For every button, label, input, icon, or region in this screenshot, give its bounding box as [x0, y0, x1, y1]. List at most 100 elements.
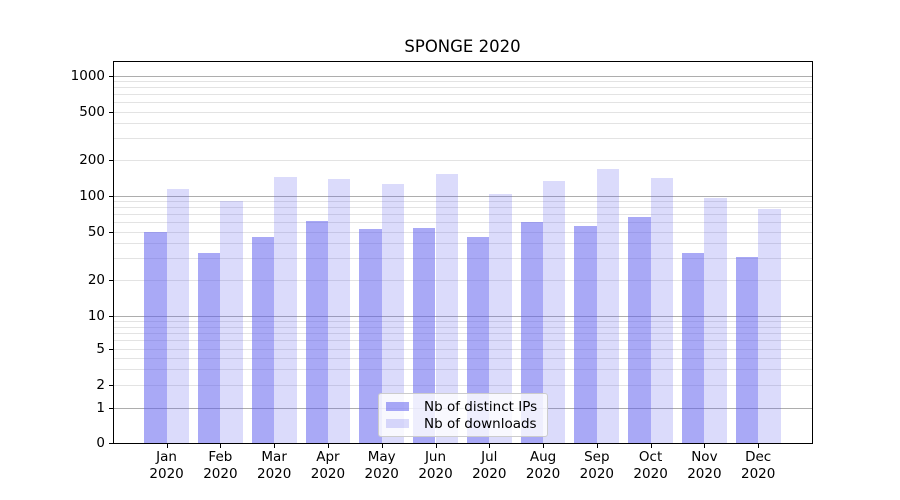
bar-distinct-ips-jan [144, 231, 167, 444]
y-tick-mark [109, 443, 113, 445]
bar-distinct-ips-feb [197, 253, 221, 444]
x-tick-mark [435, 444, 437, 448]
y-tick-mark [109, 111, 113, 113]
bar-downloads-dec [758, 208, 781, 444]
x-tick-label-mar: Mar 2020 [256, 449, 292, 482]
y-tick-mark [109, 159, 113, 161]
legend-item-distinct-ips: Nb of distinct IPs [386, 398, 547, 415]
y-tick-mark [109, 75, 113, 77]
plot-border [113, 61, 813, 444]
legend-label-distinct-ips: Nb of distinct IPs [424, 398, 538, 415]
x-tick-mark [274, 444, 276, 448]
x-tick-label-jul: Jul 2020 [472, 449, 507, 482]
y-tick-label-50: 50 [87, 223, 105, 240]
gridline-major-1000 [114, 75, 812, 77]
legend-label-downloads: Nb of downloads [424, 415, 537, 432]
gridline-minor-2 [114, 385, 812, 386]
bar-downloads-jan [166, 188, 189, 444]
chart-title: SPONGE 2020 [404, 37, 521, 56]
y-tick-mark [109, 231, 113, 233]
y-tick-mark [109, 349, 113, 351]
y-tick-label-500: 500 [79, 103, 105, 120]
bar-distinct-ips-apr [305, 221, 328, 444]
x-tick-label-aug: Aug 2020 [525, 449, 561, 482]
bar-distinct-ips-sep [574, 225, 597, 444]
x-tick-mark [327, 444, 329, 448]
legend-swatch-downloads [386, 419, 409, 428]
gridline-minor-600 [114, 102, 812, 104]
y-tick-mark [109, 279, 113, 281]
x-tick-mark [489, 444, 491, 448]
gridline-minor-60 [114, 222, 812, 224]
gridline-minor-4 [114, 357, 812, 359]
gridline-minor-400 [114, 123, 812, 125]
bar-distinct-ips-nov [682, 253, 705, 444]
x-tick-mark [758, 444, 760, 448]
gridline-minor-8 [114, 326, 812, 328]
bar-downloads-jul [489, 194, 512, 444]
x-tick-mark [381, 444, 383, 448]
bar-distinct-ips-jun [413, 227, 436, 444]
bar-downloads-oct [650, 177, 673, 444]
gridline-minor-20 [114, 279, 812, 281]
gridline-minor-700 [114, 94, 812, 96]
bar-downloads-aug [543, 180, 566, 444]
x-tick-label-nov: Nov 2020 [687, 449, 722, 482]
gridline-minor-7 [114, 332, 812, 334]
x-tick-label-dec: Dec 2020 [740, 449, 776, 482]
y-tick-label-2: 2 [96, 377, 105, 393]
bar-downloads-may [381, 183, 405, 444]
gridline-major-10 [114, 315, 812, 317]
x-tick-mark [704, 444, 706, 448]
legend: Nb of distinct IPs Nb of downloads [378, 393, 548, 437]
gridline-minor-80 [114, 207, 812, 209]
y-tick-label-1: 1 [96, 399, 105, 416]
gridline-minor-9 [114, 320, 812, 322]
y-tick-mark [109, 385, 113, 386]
x-tick-label-jun: Jun 2020 [418, 449, 453, 482]
y-tick-label-5: 5 [96, 341, 105, 358]
bar-downloads-nov [704, 198, 727, 444]
x-tick-label-oct: Oct 2020 [633, 449, 668, 482]
gridline-minor-800 [114, 87, 812, 89]
gridline-minor-5 [114, 349, 812, 351]
legend-swatch-distinct-ips [386, 402, 409, 411]
y-tick-mark [109, 315, 113, 317]
x-tick-mark [596, 444, 598, 448]
y-tick-label-20: 20 [87, 271, 105, 288]
gridline-minor-900 [114, 81, 812, 83]
legend-item-downloads: Nb of downloads [386, 415, 547, 432]
x-tick-label-apr: Apr 2020 [310, 449, 346, 482]
gridline-minor-90 [114, 201, 812, 203]
x-tick-label-feb: Feb 2020 [203, 449, 238, 482]
y-tick-label-100: 100 [79, 187, 105, 204]
bar-distinct-ips-aug [520, 222, 544, 444]
gridline-minor-3 [114, 369, 812, 371]
bar-downloads-mar [274, 177, 297, 444]
x-tick-mark [166, 444, 168, 448]
gridline-major-100 [114, 195, 812, 197]
y-tick-label-200: 200 [79, 151, 105, 168]
gridline-minor-50 [114, 231, 812, 233]
y-tick-mark [109, 407, 113, 409]
bar-distinct-ips-mar [251, 237, 275, 444]
gridline-minor-500 [114, 111, 812, 113]
bar-downloads-apr [327, 179, 351, 444]
bar-distinct-ips-oct [628, 217, 651, 444]
bar-downloads-jun [435, 174, 458, 444]
x-tick-label-jan: Jan 2020 [149, 449, 184, 482]
y-tick-label-0: 0 [96, 435, 105, 452]
x-tick-label-may: May 2020 [364, 449, 399, 482]
bar-distinct-ips-may [359, 228, 382, 444]
bar-downloads-feb [220, 200, 243, 444]
x-tick-mark [650, 444, 652, 448]
bar-distinct-ips-jul [466, 237, 490, 444]
y-tick-mark [109, 195, 113, 197]
gridline-minor-200 [114, 159, 812, 161]
bar-downloads-sep [596, 169, 620, 444]
gridline-minor-40 [114, 243, 812, 245]
gridline-minor-300 [114, 138, 812, 140]
x-tick-label-sep: Sep 2020 [579, 449, 615, 482]
x-tick-mark [543, 444, 545, 448]
